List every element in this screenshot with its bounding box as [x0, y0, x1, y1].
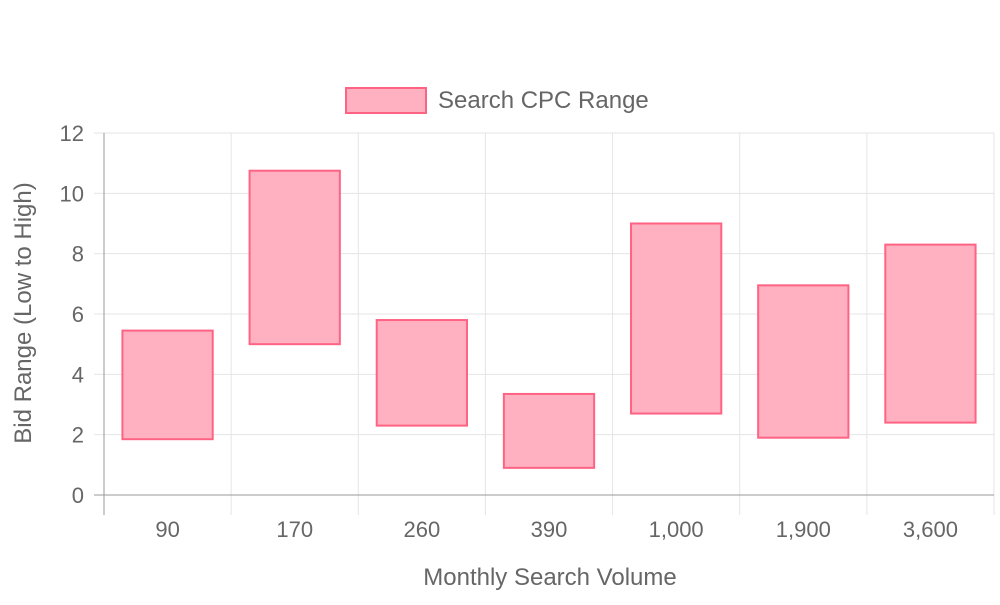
range-bar — [630, 222, 723, 415]
y-tick-label: 12 — [60, 121, 84, 146]
y-tick-label: 6 — [72, 302, 84, 327]
range-bar — [884, 243, 977, 424]
range-bar — [248, 169, 341, 346]
legend-swatch[interactable] — [345, 87, 427, 114]
x-tick-label: 1,000 — [649, 517, 704, 542]
x-tick-label: 90 — [155, 517, 179, 542]
legend[interactable]: Search CPC Range — [345, 87, 649, 114]
y-tick-label: 8 — [72, 242, 84, 267]
x-tick-label: 1,900 — [776, 517, 831, 542]
y-axis-title: Bid Range (Low to High) — [10, 182, 37, 443]
x-axis-title: Monthly Search Volume — [423, 564, 676, 591]
range-bar — [757, 284, 850, 439]
range-bar — [375, 319, 468, 427]
axes: 0 2 4 6 8 10 12 90 170 260 390 1,000 1,900 3,600 — [60, 121, 994, 542]
range-bar — [121, 329, 214, 441]
y-tick-label: 2 — [72, 423, 84, 448]
legend-label[interactable]: Search CPC Range — [438, 87, 649, 114]
x-tick-label: 390 — [531, 517, 568, 542]
y-tick-label: 10 — [60, 181, 84, 206]
y-tick-label: 4 — [72, 362, 84, 387]
x-tick-label: 170 — [276, 517, 313, 542]
bars — [121, 169, 977, 469]
x-tick-label: 260 — [403, 517, 440, 542]
y-tick-label: 0 — [72, 483, 84, 508]
x-tick-label: 3,600 — [903, 517, 958, 542]
range-bar — [502, 392, 596, 469]
